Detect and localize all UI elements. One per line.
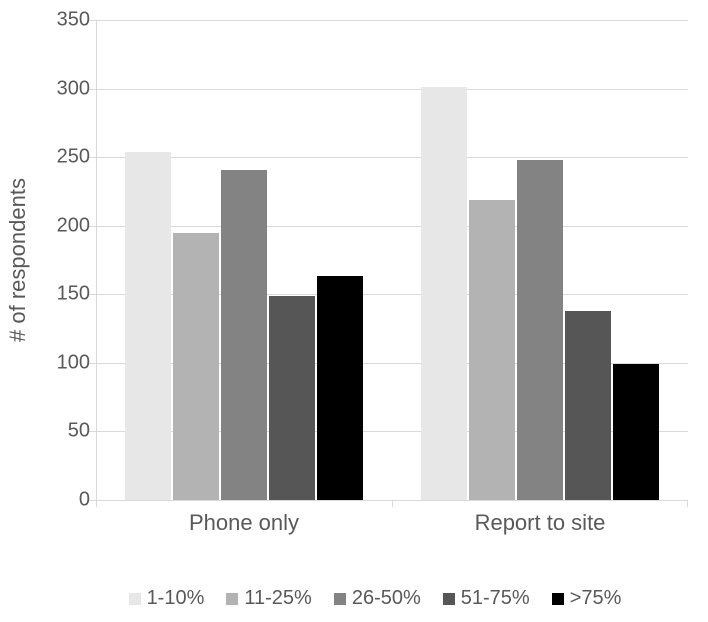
bar bbox=[517, 160, 563, 500]
y-tick bbox=[89, 89, 96, 90]
legend-swatch bbox=[129, 593, 141, 605]
legend-swatch bbox=[552, 593, 564, 605]
legend-label: >75% bbox=[570, 587, 622, 610]
y-tick bbox=[89, 500, 96, 501]
y-tick bbox=[89, 431, 96, 432]
legend-item: >75% bbox=[552, 587, 622, 610]
bar bbox=[125, 152, 171, 500]
bar bbox=[173, 233, 219, 500]
y-tick-label: 0 bbox=[30, 489, 90, 512]
y-tick-label: 50 bbox=[30, 420, 90, 443]
legend-item: 11-25% bbox=[226, 587, 311, 610]
legend: 1-10% 11-25% 26-50% 51-75% >75% bbox=[70, 587, 680, 610]
plot-area bbox=[96, 20, 688, 500]
legend-label: 26-50% bbox=[352, 587, 421, 610]
y-tick-label: 250 bbox=[30, 146, 90, 169]
y-axis-title-wrap: # of respondents bbox=[8, 0, 28, 520]
category-label: Phone only bbox=[189, 510, 299, 536]
bar bbox=[269, 296, 315, 500]
legend-swatch bbox=[334, 593, 346, 605]
y-tick bbox=[89, 20, 96, 21]
y-tick bbox=[89, 363, 96, 364]
bar bbox=[221, 170, 267, 501]
gridline bbox=[96, 226, 688, 227]
legend-item: 1-10% bbox=[129, 587, 205, 610]
y-tick-label: 350 bbox=[30, 9, 90, 32]
category-label: Report to site bbox=[475, 510, 606, 536]
legend-label: 11-25% bbox=[244, 587, 311, 610]
y-tick bbox=[89, 294, 96, 295]
y-tick bbox=[89, 157, 96, 158]
y-tick-label: 150 bbox=[30, 283, 90, 306]
x-tick bbox=[96, 500, 97, 507]
gridline bbox=[96, 89, 688, 90]
legend-item: 26-50% bbox=[334, 587, 421, 610]
y-axis-line bbox=[96, 20, 97, 500]
x-tick bbox=[687, 500, 688, 507]
y-tick-label: 100 bbox=[30, 351, 90, 374]
bar bbox=[317, 276, 363, 500]
legend-label: 51-75% bbox=[461, 587, 530, 610]
y-tick-label: 200 bbox=[30, 214, 90, 237]
y-tick-label: 300 bbox=[30, 77, 90, 100]
bar bbox=[565, 311, 611, 500]
legend-item: 51-75% bbox=[443, 587, 530, 610]
legend-swatch bbox=[226, 593, 238, 605]
x-tick bbox=[392, 500, 393, 507]
bar bbox=[421, 87, 467, 500]
chart-container: # of respondents 0 50 100 150 200 250 300 350 P… bbox=[0, 0, 708, 622]
bar bbox=[613, 364, 659, 500]
legend-label: 1-10% bbox=[147, 587, 205, 610]
y-axis-title: # of respondents bbox=[5, 178, 31, 342]
bar bbox=[469, 200, 515, 500]
gridline bbox=[96, 157, 688, 158]
legend-swatch bbox=[443, 593, 455, 605]
y-tick bbox=[89, 226, 96, 227]
gridline bbox=[96, 20, 688, 21]
